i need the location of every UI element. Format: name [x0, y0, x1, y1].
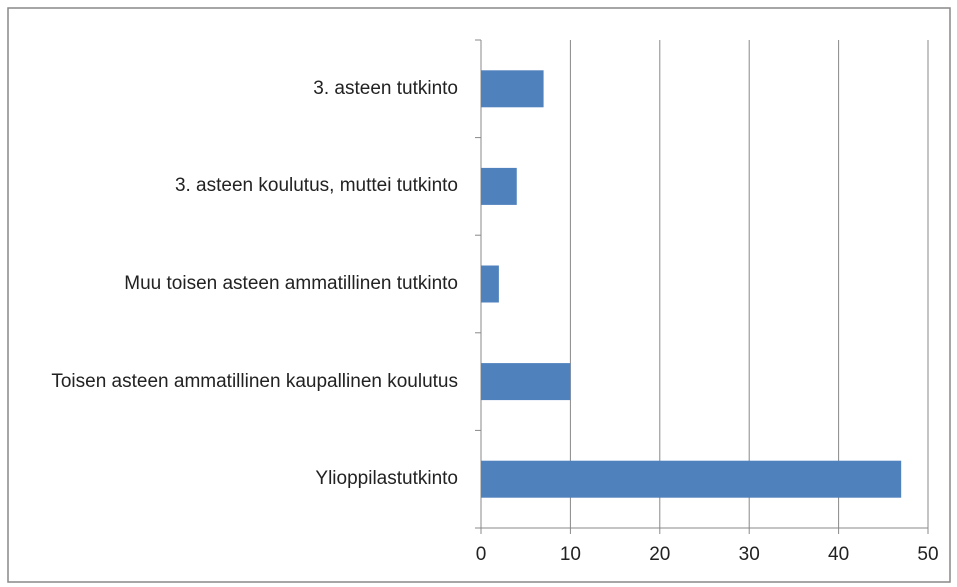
bar [481, 460, 902, 498]
category-label: Ylioppilastutkinto [315, 468, 458, 490]
bar [481, 167, 517, 205]
category-label: Toisen asteen ammatillinen kaupallinen k… [51, 370, 458, 392]
x-tick-label: 40 [828, 544, 849, 565]
category-label: 3. asteen tutkinto [313, 77, 458, 99]
x-tick-label: 20 [649, 544, 670, 565]
x-tick-label: 10 [560, 544, 581, 565]
category-label: 3. asteen koulutus, muttei tutkinto [174, 175, 458, 197]
x-tick-label: 30 [739, 544, 760, 565]
bar [481, 70, 544, 108]
bar [481, 363, 571, 401]
x-tick-label: 50 [917, 544, 938, 565]
bar [481, 265, 499, 303]
x-tick-label: 0 [476, 544, 487, 565]
category-label: Muu toisen asteen ammatillinen tutkinto [124, 273, 458, 294]
